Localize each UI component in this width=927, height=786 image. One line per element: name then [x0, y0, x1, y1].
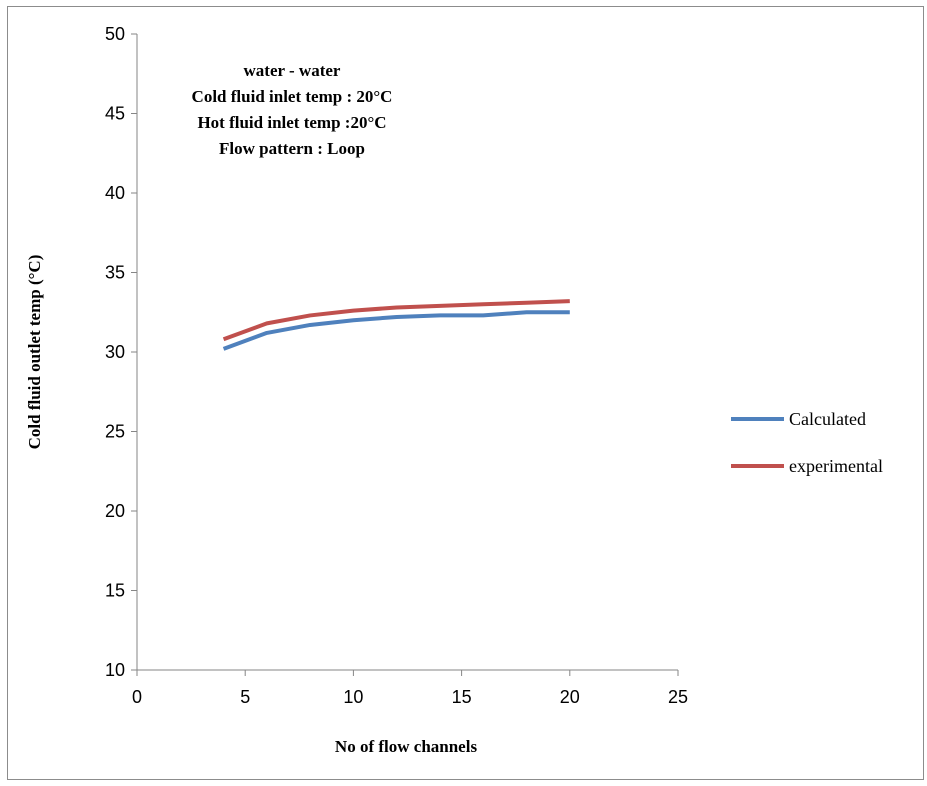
y-axis-title: Cold fluid outlet temp (°C): [25, 255, 44, 450]
x-ticks: 0 5 10 15 20 25: [132, 670, 688, 707]
x-tick-label: 10: [343, 687, 363, 707]
annotation-line-4: Flow pattern : Loop: [219, 139, 365, 158]
legend-item-calculated: Calculated: [731, 409, 866, 429]
annotation-line-3: Hot fluid inlet temp :20°C: [197, 113, 386, 132]
y-tick-label: 15: [105, 581, 125, 601]
y-ticks: 10 15 20 25 30 35 40 45 50: [105, 24, 137, 680]
series-group: [222, 299, 570, 351]
y-tick-label: 25: [105, 422, 125, 442]
y-tick-label: 45: [105, 104, 125, 124]
series-line-experimental: [222, 299, 570, 342]
x-tick-label: 5: [240, 687, 250, 707]
legend-item-experimental: experimental: [731, 456, 883, 476]
x-tick-label: 0: [132, 687, 142, 707]
x-tick-label: 25: [668, 687, 688, 707]
annotation-line-1: water - water: [244, 61, 341, 80]
annotation-line-2: Cold fluid inlet temp : 20°C: [192, 87, 393, 106]
x-axis-title: No of flow channels: [335, 737, 478, 756]
series-line-calculated: [222, 310, 570, 351]
y-tick-label: 50: [105, 24, 125, 44]
y-tick-label: 20: [105, 501, 125, 521]
legend: Calculated experimental: [731, 409, 883, 476]
x-tick-label: 15: [452, 687, 472, 707]
legend-label-experimental: experimental: [789, 456, 883, 476]
legend-label-calculated: Calculated: [789, 409, 866, 429]
y-tick-label: 40: [105, 183, 125, 203]
y-tick-label: 35: [105, 263, 125, 283]
y-tick-label: 10: [105, 660, 125, 680]
x-tick-label: 20: [560, 687, 580, 707]
y-tick-label: 30: [105, 342, 125, 362]
chart-frame: [7, 6, 924, 780]
annotation-block: water - water Cold fluid inlet temp : 20…: [192, 61, 393, 158]
